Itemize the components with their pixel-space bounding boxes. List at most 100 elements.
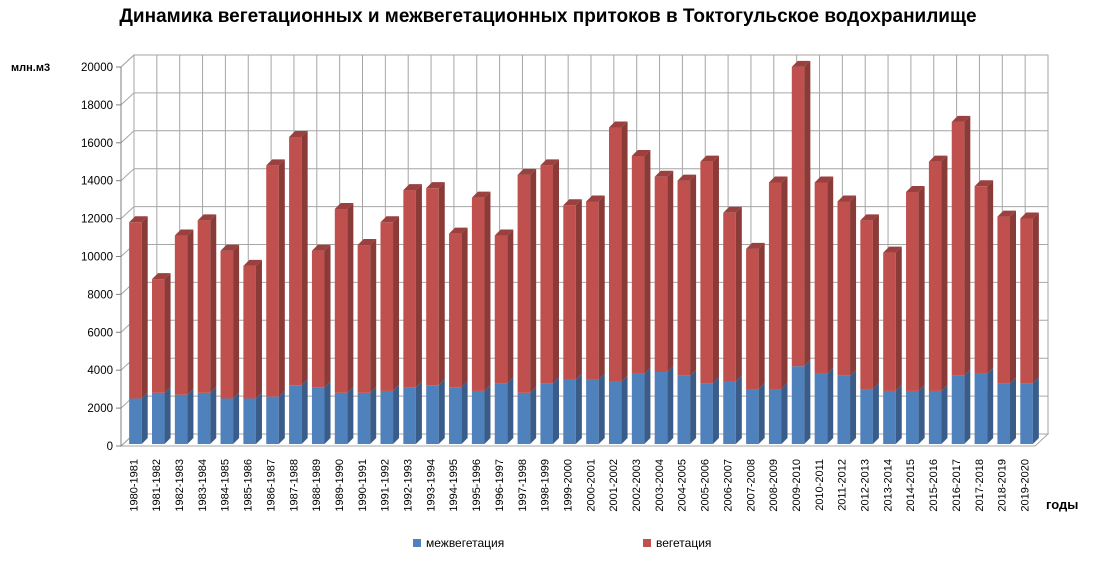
bar-top — [197, 214, 217, 221]
bar-top — [517, 168, 537, 175]
bar-side — [781, 176, 788, 390]
bar-vegetaciya-1992-1993 — [403, 184, 422, 388]
bar-front — [471, 390, 485, 444]
bar-front — [768, 389, 782, 444]
x-tick-label: 2009-2010 — [791, 459, 803, 512]
bar-vegetaciya-1986-1987 — [266, 159, 285, 397]
bar-side — [1010, 377, 1017, 444]
bar-side — [850, 369, 857, 444]
bar-front — [243, 398, 256, 444]
bar-front — [631, 373, 645, 444]
bar-mezhvegetaciya-2000-2001 — [586, 373, 605, 444]
y-tick-label: 6000 — [87, 327, 113, 339]
x-tick-label: 2019-2020 — [1019, 459, 1031, 512]
legend-label: вегетация — [656, 536, 711, 550]
bar-front — [746, 248, 759, 390]
bar-vegetaciya-2003-2004 — [654, 170, 674, 372]
bar-front — [494, 383, 508, 444]
bar-mezhvegetaciya-1987-1988 — [289, 379, 308, 444]
bar-vegetaciya-2001-2002 — [608, 121, 628, 382]
bar-front — [357, 392, 371, 444]
bar-side — [964, 369, 971, 444]
bar-front — [608, 381, 622, 444]
x-tick-label: 2015-2016 — [928, 459, 940, 512]
legend-item-vegetaciya: вегетация — [643, 536, 711, 550]
bar-vegetaciya-2012-2013 — [860, 214, 879, 390]
bar-side — [575, 373, 582, 444]
legend: межвегетация вегетация — [413, 536, 711, 550]
x-tick-label: 2002-2003 — [631, 459, 643, 512]
bar-side — [621, 375, 628, 444]
bar-vegetaciya-2002-2003 — [631, 149, 651, 374]
bar-side — [690, 174, 697, 376]
bar-side — [415, 381, 422, 444]
bar-front — [791, 66, 805, 367]
bar-side — [461, 227, 468, 388]
x-tick-label: 2013-2014 — [882, 459, 894, 512]
x-tick-label: 1987-1988 — [288, 459, 300, 512]
bar-vegetaciya-2004-2005 — [677, 174, 697, 376]
bar-front — [723, 381, 736, 444]
bar-side — [644, 367, 651, 444]
bar-side — [233, 392, 240, 444]
bar-side — [1010, 210, 1017, 384]
x-tick-label: 2004-2005 — [677, 459, 689, 512]
bar-mezhvegetaciya-2008-2009 — [768, 383, 788, 444]
legend-item-mezhvegetaciya: межвегетация — [413, 536, 504, 550]
bar-front — [197, 220, 211, 393]
bar-vegetaciya-1983-1984 — [197, 214, 217, 393]
bar-mezhvegetaciya-1994-1995 — [449, 381, 468, 444]
bar-front — [403, 387, 416, 444]
bar-front — [311, 250, 325, 388]
bar-top — [677, 174, 697, 181]
bar-front — [997, 383, 1011, 444]
bar-mezhvegetaciya-2006-2007 — [723, 375, 742, 444]
bar-top — [928, 155, 948, 162]
bar-front — [928, 161, 942, 391]
bar-side — [667, 170, 674, 372]
bar-side — [255, 392, 262, 444]
bar-mezhvegetaciya-2015-2016 — [928, 384, 948, 444]
bar-front — [540, 383, 554, 444]
bar-side — [393, 216, 400, 391]
bar-side — [301, 131, 308, 386]
bar-front — [540, 165, 554, 384]
x-tick-label: 1991-1992 — [380, 459, 392, 512]
x-tick-label: 1981-1982 — [151, 459, 163, 512]
bar-side — [553, 377, 560, 444]
bar-front — [174, 235, 188, 395]
x-tick-label: 2005-2006 — [700, 459, 712, 512]
bar-mezhvegetaciya-1986-1987 — [266, 390, 285, 444]
bar-front — [906, 390, 919, 444]
bar-vegetaciya-1989-1990 — [334, 203, 354, 393]
bar-vegetaciya-2013-2014 — [883, 246, 902, 391]
bar-front — [746, 389, 759, 444]
bar-mezhvegetaciya-1982-1983 — [174, 388, 194, 444]
bar-front — [723, 212, 736, 382]
bar-mezhvegetaciya-2010-2011 — [814, 367, 834, 444]
x-tick-label: 2000-2001 — [585, 459, 597, 512]
bar-front — [151, 392, 165, 444]
bar-side — [1032, 377, 1039, 444]
bar-front — [631, 155, 645, 374]
bar-front — [860, 220, 873, 390]
bar-side — [941, 155, 948, 391]
bar-side — [370, 239, 377, 393]
bar-front — [791, 366, 805, 444]
bar-mezhvegetaciya-2004-2005 — [677, 369, 697, 444]
bar-mezhvegetaciya-1985-1986 — [243, 392, 262, 444]
bar-front — [517, 392, 531, 444]
bar-mezhvegetaciya-1997-1998 — [517, 386, 537, 444]
x-axis-label: годы — [1046, 497, 1078, 512]
bar-top — [129, 216, 148, 223]
bar-vegetaciya-1996-1997 — [494, 229, 514, 384]
bar-front — [449, 233, 462, 388]
bar-front — [974, 186, 988, 374]
bar-side — [233, 244, 240, 399]
x-tick-label: 1990-1991 — [357, 459, 369, 512]
bar-front — [311, 387, 325, 444]
bar-side — [918, 185, 925, 391]
bar-front — [220, 250, 234, 399]
bar-vegetaciya-2000-2001 — [586, 195, 605, 380]
bar-side — [530, 168, 537, 393]
